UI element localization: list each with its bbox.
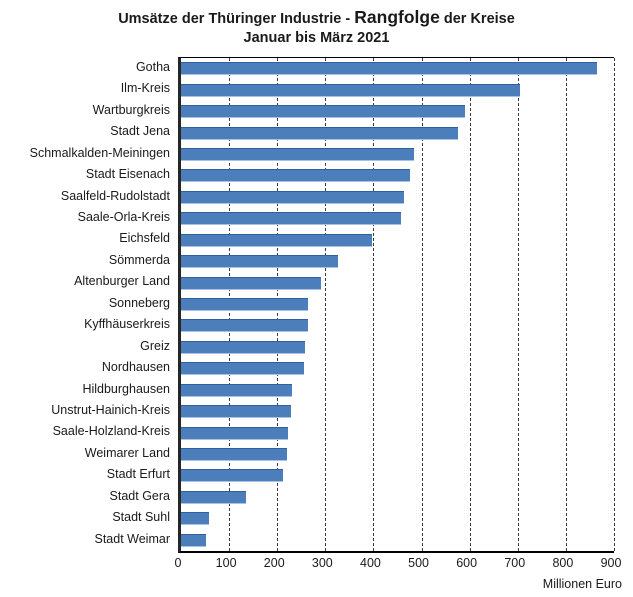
bar [181, 426, 289, 440]
bar [181, 469, 283, 483]
bar [181, 533, 207, 547]
bar [181, 147, 415, 161]
category-label: Sonneberg [108, 295, 170, 310]
plot-area [178, 57, 615, 553]
bar [181, 512, 210, 526]
category-label: Stadt Weimar [94, 531, 171, 546]
bar [181, 298, 308, 311]
category-label: Stadt Erfurt [106, 467, 170, 482]
x-tick-label: 100 [215, 556, 237, 570]
category-label: Hildburghausen [82, 381, 170, 396]
bar [181, 340, 305, 354]
category-label: Gotha [135, 60, 170, 74]
category-label: Saale-Holzland-Kreis [52, 424, 170, 439]
gridline-700 [517, 58, 519, 551]
gridline-600 [469, 58, 471, 551]
x-tick-label: 0 [174, 556, 182, 570]
bar [181, 383, 292, 397]
category-label: Saale-Orla-Kreis [77, 210, 170, 225]
bar [181, 448, 288, 462]
chart-title-suffix: der Kreise [439, 11, 515, 27]
category-label: Stadt Suhl [112, 510, 170, 525]
x-tick-label: 700 [504, 556, 526, 570]
y-axis-category-labels: Gotha Ilm-Kreis Wartburgkreis Stadt Jena Sch… [0, 57, 170, 550]
category-label: Kyffhäuserkreis [84, 317, 170, 332]
bar [181, 83, 521, 97]
bar [181, 490, 247, 504]
bar [181, 62, 598, 76]
x-axis-unit-label: Millionen Euro [542, 577, 622, 591]
x-axis-tick-labels: 0 100 200 300 400 500 600 700 800 900 [174, 556, 622, 572]
bar [181, 212, 402, 226]
bar [181, 362, 304, 376]
category-label: Saalfeld-Rudolstadt [60, 188, 170, 203]
category-label: Greiz [140, 338, 170, 353]
bar [181, 190, 404, 204]
category-label: Unstrut-Hainich-Kreis [51, 402, 170, 417]
category-label: Altenburger Land [74, 274, 170, 289]
category-label: Sömmerda [108, 252, 170, 267]
chart-subtitle: Januar bis März 2021 [243, 30, 390, 46]
category-label: Nordhausen [101, 360, 170, 375]
bar [181, 105, 465, 119]
category-label: Wartburgkreis [92, 102, 170, 117]
category-label: Stadt Jena [110, 124, 170, 139]
gridline-500 [421, 58, 423, 551]
bar [181, 169, 410, 183]
category-label: Stadt Eisenach [85, 167, 170, 182]
x-tick-label: 600 [456, 556, 478, 570]
category-label: Eichsfeld [119, 231, 170, 246]
gridline-400 [373, 58, 375, 551]
bar [181, 405, 291, 419]
gridline-300 [325, 58, 327, 551]
category-label: Weimarer Land [84, 445, 170, 460]
bar [181, 319, 308, 333]
category-label: Ilm-Kreis [120, 81, 170, 96]
x-tick-label: 500 [408, 556, 429, 570]
bar [181, 126, 458, 140]
bar [181, 255, 339, 269]
x-tick-label: 400 [360, 556, 381, 570]
x-tick-label: 800 [552, 556, 574, 570]
category-label: Schmalkalden-Meiningen [29, 145, 170, 160]
chart-title: Umsätze der Thüringer Industrie - Rangfo… [0, 7, 633, 29]
x-tick-label: 200 [263, 556, 285, 570]
gridline-900 [614, 58, 615, 551]
category-label: Stadt Gera [109, 488, 170, 503]
bar [181, 233, 373, 247]
chart-title-prefix: Umsätze der Thüringer Industrie - [118, 11, 355, 27]
x-tick-label: 900 [600, 556, 622, 570]
chart-title-emphasis: Rangfolge [354, 7, 440, 27]
bar [181, 276, 321, 290]
gridline-800 [565, 58, 567, 551]
x-tick-label: 300 [311, 556, 333, 570]
